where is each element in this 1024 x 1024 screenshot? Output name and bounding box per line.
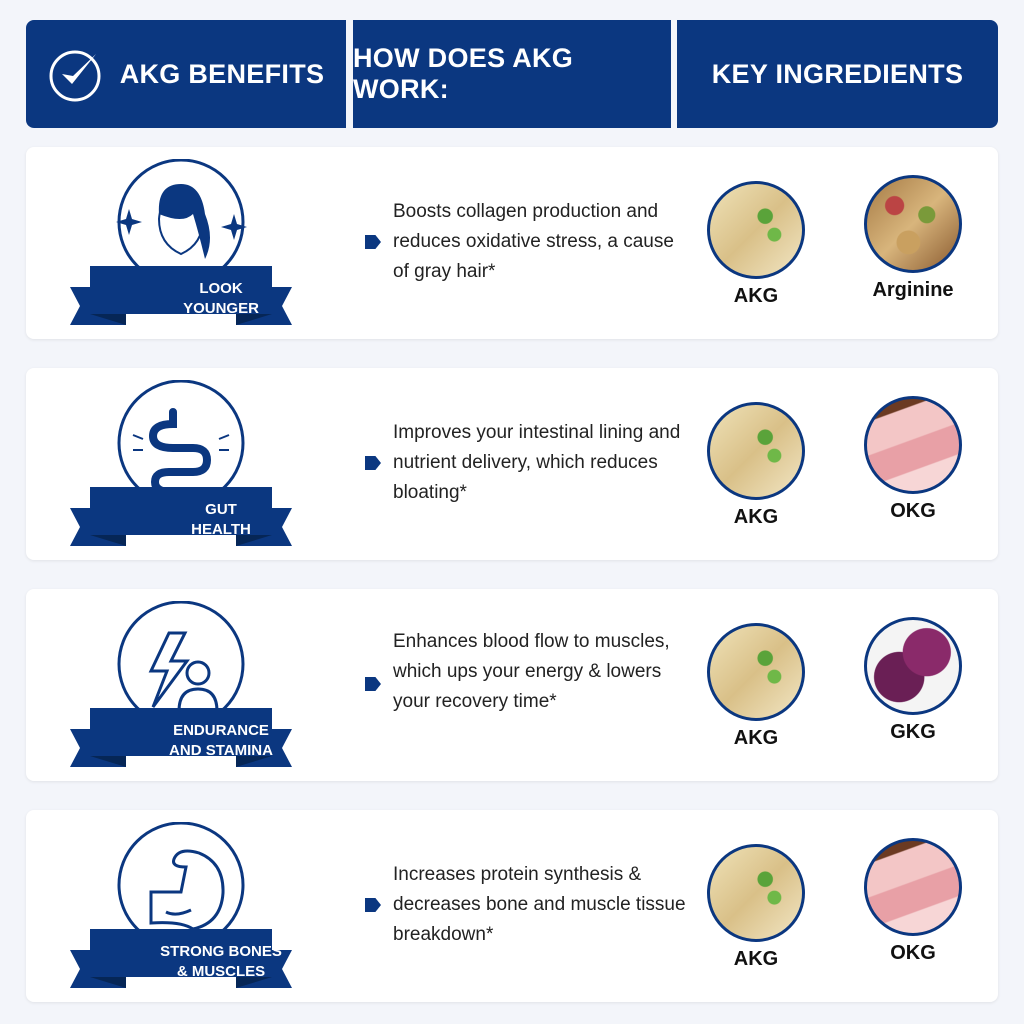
ingredient-image	[707, 402, 805, 500]
flexed-arm-icon	[149, 849, 225, 931]
header-how-works: HOW DOES AKG WORK:	[353, 20, 671, 128]
ingredient: OKG	[863, 396, 963, 523]
ingredient-label: AKG	[733, 727, 779, 749]
benefit-ribbon-label: STRONG BONES & MUSCLES	[160, 943, 282, 980]
benefit-badge: GUT HEALTH	[66, 379, 296, 548]
ingredient: AKG	[706, 844, 806, 971]
benefit-card: STRONG BONES & MUSCLES Increases protein …	[26, 810, 998, 1002]
ingredient-label: AKG	[733, 285, 779, 307]
ingredient-label: GKG	[890, 721, 936, 743]
ingredient: AKG	[706, 623, 806, 750]
ingredient-label: OKG	[890, 942, 936, 964]
bullet-marker-icon	[365, 456, 381, 470]
header-akg-benefits: AKG BENEFITS	[26, 20, 346, 128]
ingredient-label: Arginine	[872, 279, 954, 301]
benefit-card: GUT HEALTH Improves your intestinal linin…	[26, 368, 998, 560]
ingredient: OKG	[863, 838, 963, 965]
benefit-card: LOOK YOUNGER Boosts collagen production a…	[26, 147, 998, 339]
benefit-ribbon-label: LOOK YOUNGER	[183, 280, 259, 317]
bullet-marker-icon	[365, 235, 381, 249]
header-title: AKG BENEFITS	[119, 58, 325, 89]
benefit-description: Boosts collagen production and reduces o…	[393, 201, 674, 282]
ingredient: AKG	[706, 402, 806, 529]
ingredient-image	[864, 617, 962, 715]
benefit-badge: STRONG BONES & MUSCLES	[66, 821, 296, 990]
check-circle-icon	[49, 50, 101, 102]
ingredient-image	[707, 623, 805, 721]
bullet-marker-icon	[365, 898, 381, 912]
benefit-ribbon-label: ENDURANCE AND STAMINA	[169, 722, 273, 759]
ingredient-image	[707, 181, 805, 279]
header-title: KEY INGREDIENTS	[711, 58, 964, 89]
benefit-description: Increases protein synthesis & decreases …	[393, 864, 686, 945]
ingredient-image	[707, 844, 805, 942]
ingredient: AKG	[706, 181, 806, 308]
ingredient-label: OKG	[890, 500, 936, 522]
ingredient-image	[864, 396, 962, 494]
ingredient: GKG	[863, 617, 963, 744]
header-key-ingredients: KEY INGREDIENTS	[677, 20, 998, 128]
benefit-ribbon-label: GUT HEALTH	[191, 501, 251, 538]
intestine-icon	[132, 408, 230, 496]
ingredient-image	[864, 838, 962, 936]
ingredient-label: AKG	[733, 948, 779, 970]
lightning-person-icon	[148, 631, 219, 713]
ingredient-label: AKG	[733, 506, 779, 528]
bullet-marker-icon	[365, 677, 381, 691]
ingredient: Arginine	[863, 175, 963, 302]
benefit-card: ENDURANCE AND STAMINA Enhances blood flow…	[26, 589, 998, 781]
benefit-description: Enhances blood flow to muscles, which up…	[393, 631, 670, 712]
ingredient-image	[864, 175, 962, 273]
benefit-badge: LOOK YOUNGER	[66, 158, 296, 327]
benefit-badge: ENDURANCE AND STAMINA	[66, 600, 296, 769]
benefit-description: Improves your intestinal lining and nutr…	[393, 422, 681, 503]
header-title: HOW DOES AKG WORK:	[353, 43, 574, 104]
